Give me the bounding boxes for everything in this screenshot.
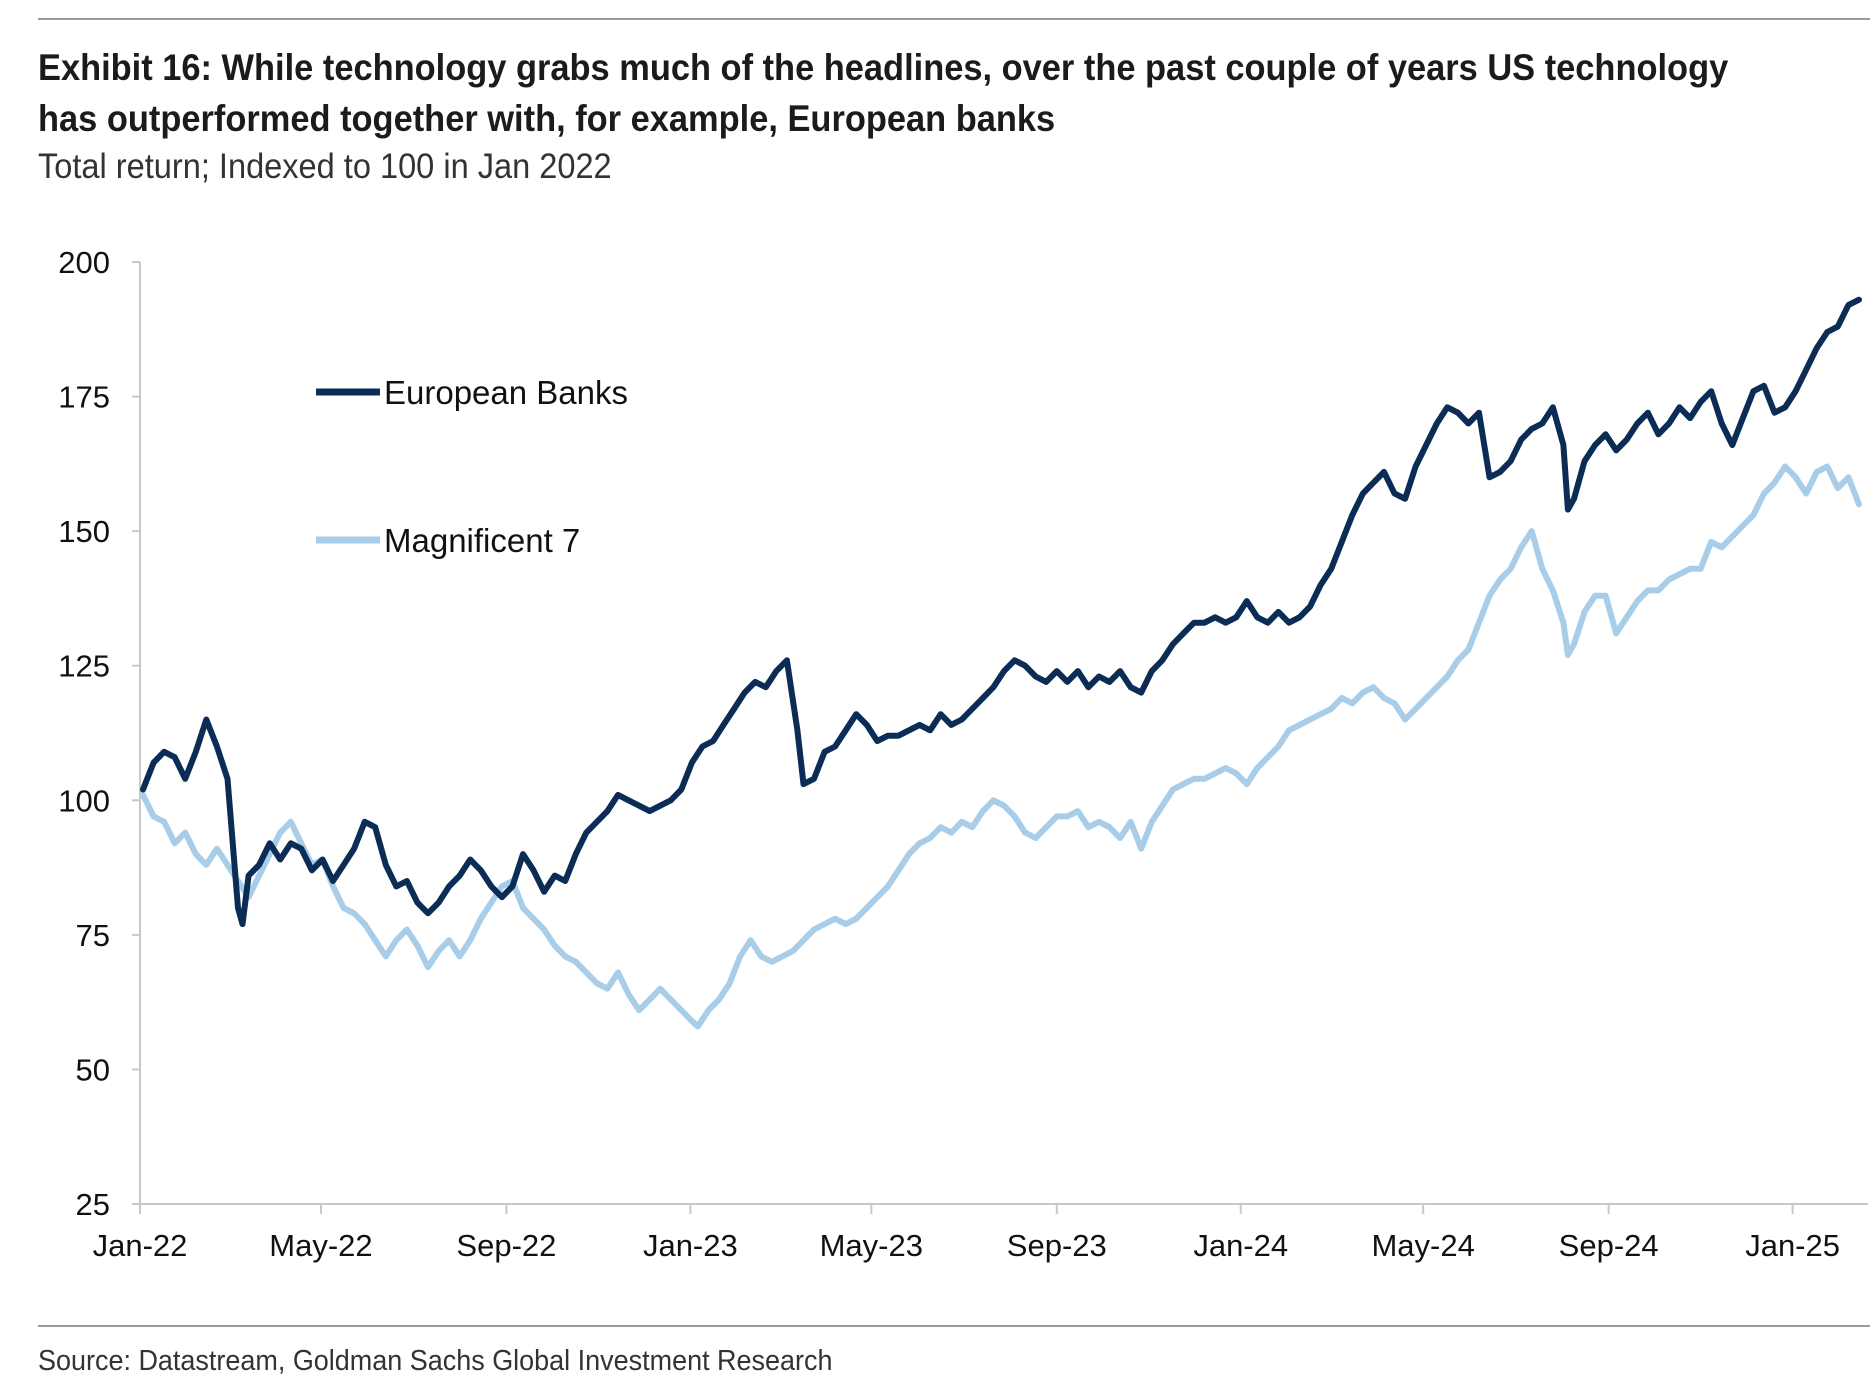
- x-tick-label: Sep-23: [1007, 1228, 1107, 1263]
- y-tick-label: 100: [58, 783, 110, 818]
- x-tick-label: May-23: [820, 1228, 923, 1263]
- line-chart: 25 50 75 100 125 150 175 200 Jan-22 May-22 Sep-22 J…: [58, 245, 1868, 1263]
- bottom-rule: [38, 1325, 1870, 1327]
- x-tick-label: Jan-25: [1745, 1228, 1840, 1263]
- chart-subtitle: Total return; Indexed to 100 in Jan 2022: [38, 147, 612, 186]
- chart-axes: 25 50 75 100 125 150 175 200 Jan-22 May-22 Sep-22 J…: [58, 245, 1868, 1263]
- x-tick-label: Jan-22: [93, 1228, 188, 1263]
- y-tick-label: 50: [76, 1052, 110, 1087]
- legend-label-magnificent-7: Magnificent 7: [384, 522, 580, 559]
- series-line-european-banks: [140, 296, 1862, 928]
- chart-title: Exhibit 16: While technology grabs much …: [38, 47, 1729, 139]
- chart-legend: European Banks Magnificent 7: [316, 374, 628, 559]
- legend-label-european-banks: European Banks: [384, 374, 628, 411]
- y-tick-label: 175: [58, 380, 110, 415]
- x-tick-label: Jan-23: [643, 1228, 738, 1263]
- x-tick-label: May-24: [1371, 1228, 1474, 1263]
- y-tick-label: 200: [58, 245, 110, 280]
- source-note: Source: Datastream, Goldman Sachs Global…: [38, 1345, 833, 1377]
- x-tick-label: Sep-22: [456, 1228, 556, 1263]
- y-tick-label: 150: [58, 514, 110, 549]
- x-tick-label: Sep-24: [1559, 1228, 1659, 1263]
- top-rule: [38, 18, 1870, 20]
- series-line-magnificent-7: [140, 463, 1862, 1030]
- x-tick-label: May-22: [269, 1228, 372, 1263]
- y-tick-label: 125: [58, 649, 110, 684]
- y-tick-label: 75: [76, 918, 110, 953]
- x-tick-label: Jan-24: [1193, 1228, 1288, 1263]
- y-tick-label: 25: [76, 1187, 110, 1222]
- series-layer: [140, 296, 1862, 1030]
